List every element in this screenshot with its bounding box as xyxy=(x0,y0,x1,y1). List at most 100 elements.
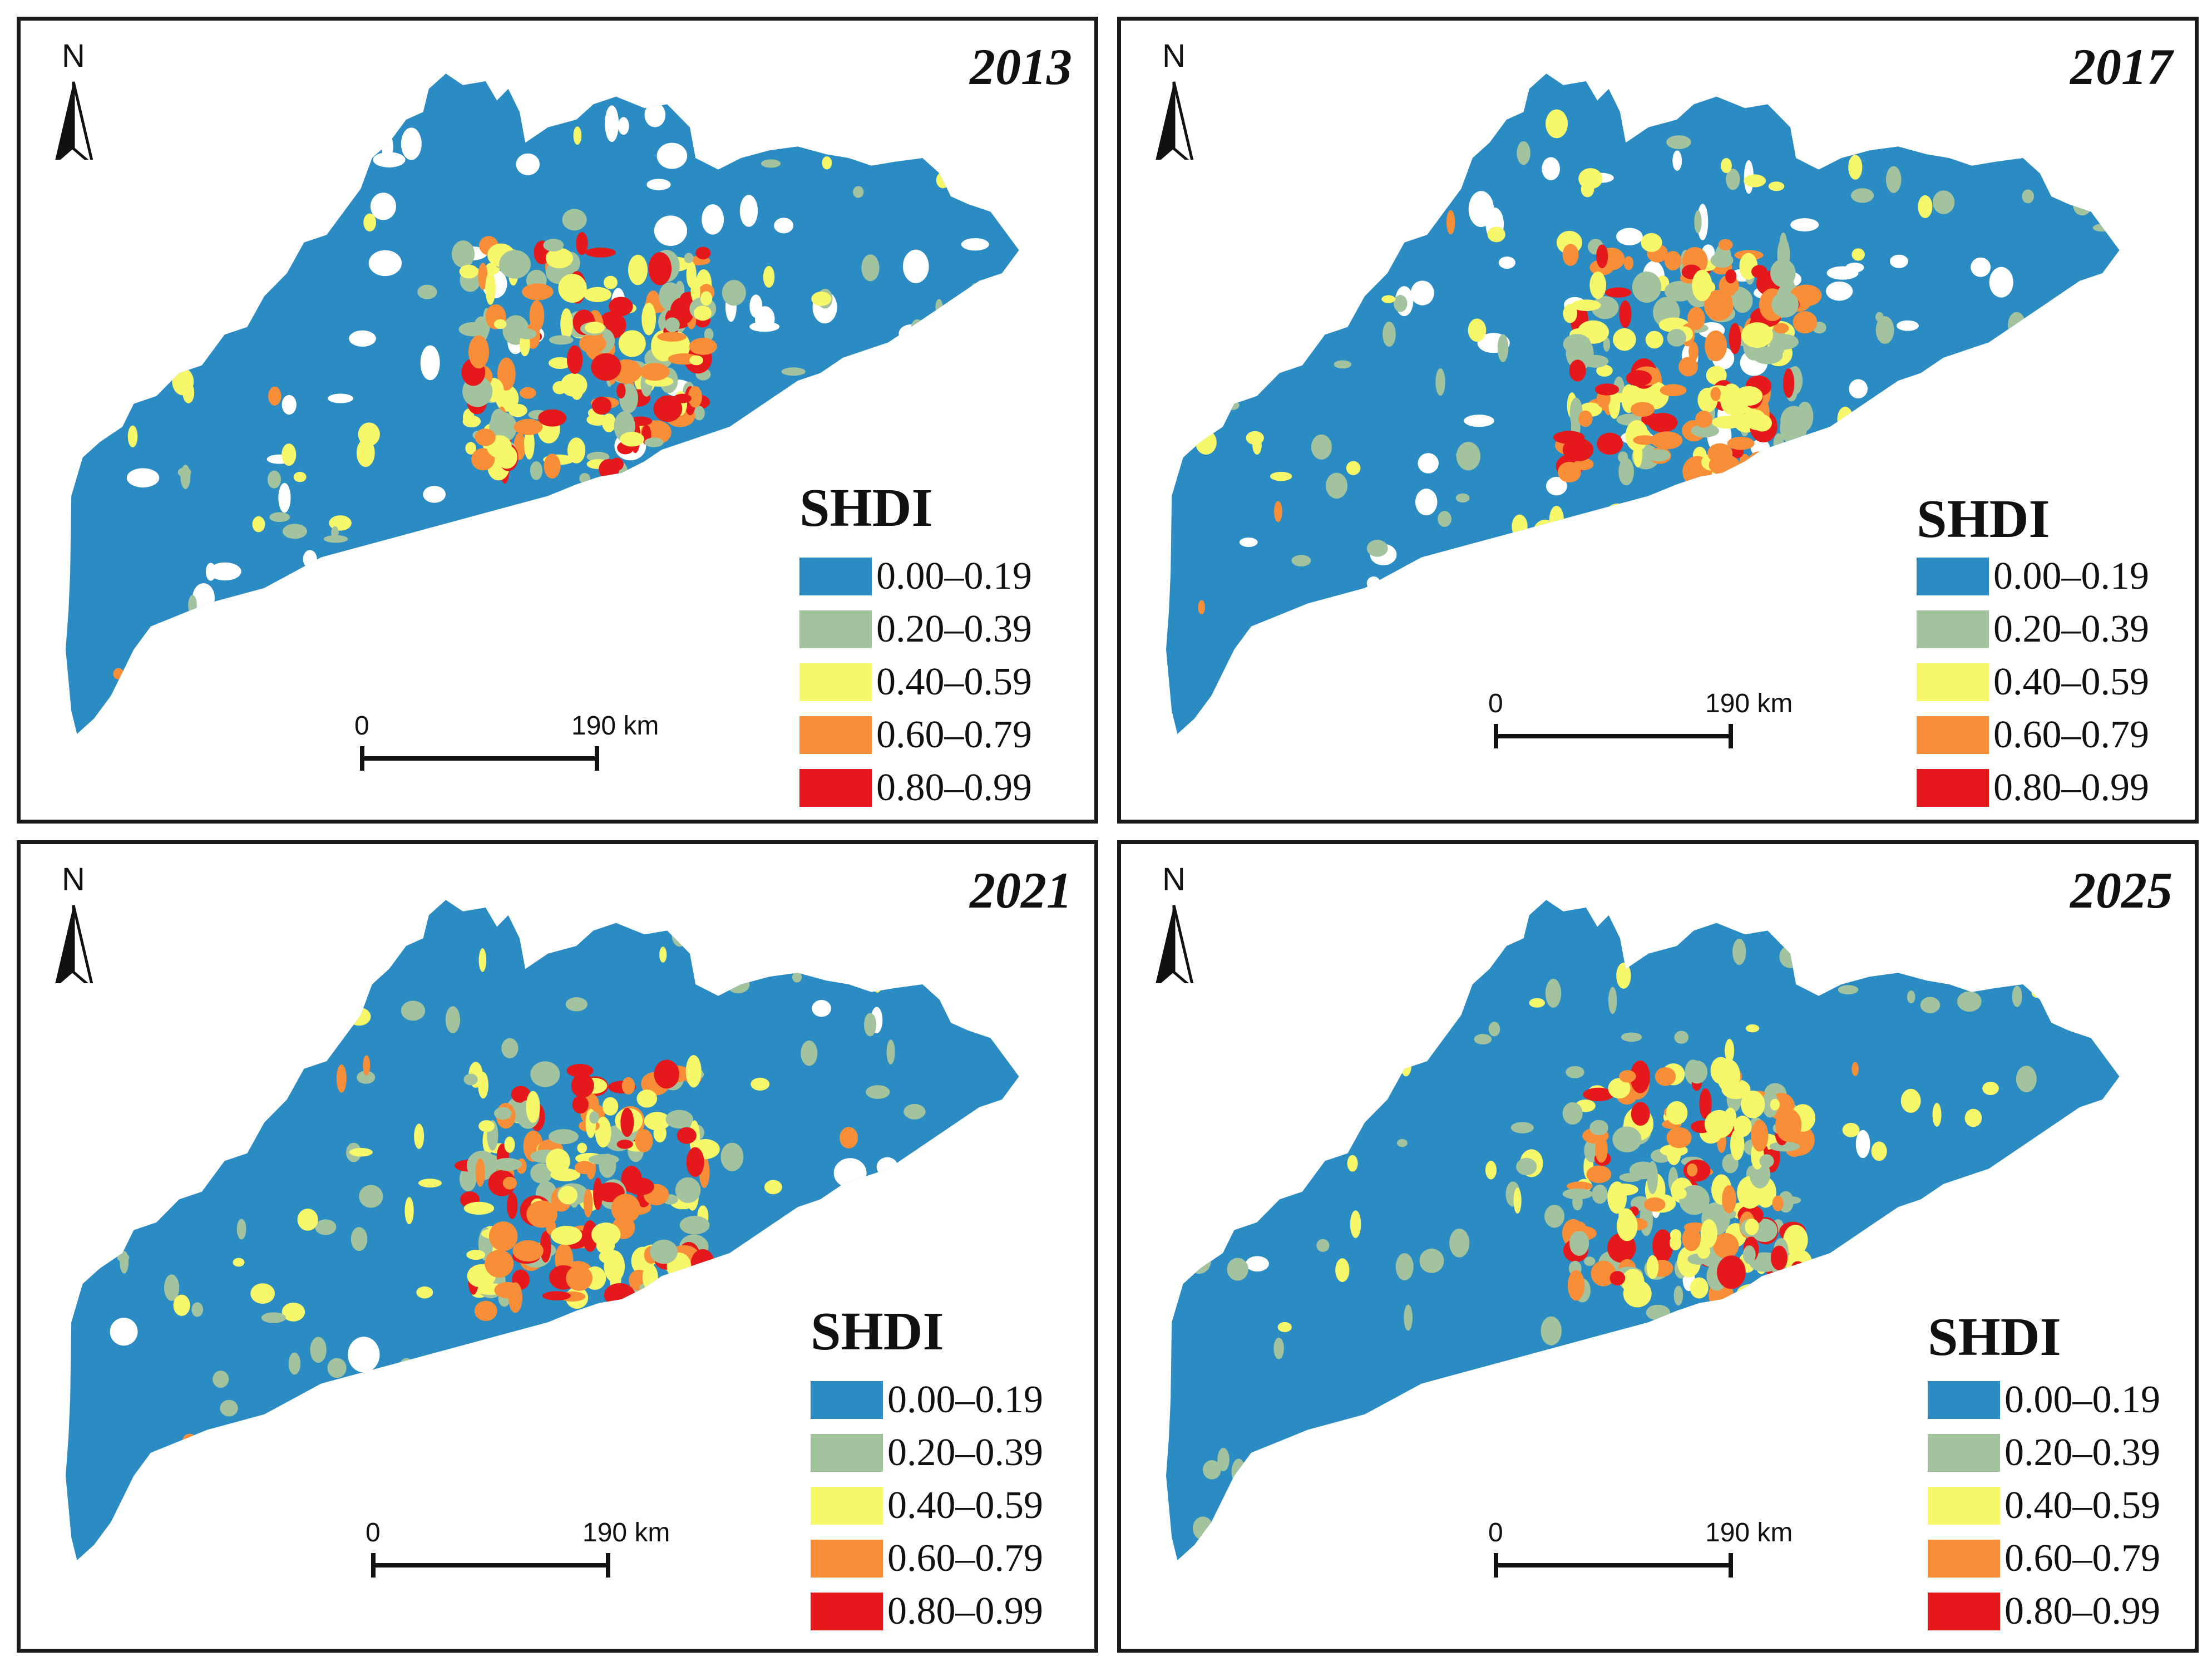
region-patch xyxy=(357,1071,376,1084)
no-data-area xyxy=(1554,597,1576,608)
region-patch xyxy=(243,647,259,662)
region-patch xyxy=(1769,573,1786,589)
region-patch xyxy=(1224,1053,1245,1070)
no-data-area xyxy=(2008,98,2037,119)
region-patch xyxy=(562,583,572,595)
region-patch xyxy=(1562,244,1579,266)
region-patch xyxy=(783,1530,794,1546)
region-patch xyxy=(565,997,587,1012)
region-patch xyxy=(552,624,570,638)
region-patch xyxy=(256,921,266,942)
region-patch xyxy=(1497,334,1509,362)
region-patch xyxy=(784,1418,794,1435)
region-patch xyxy=(1778,1281,1806,1301)
region-patch xyxy=(2025,1182,2036,1205)
region-patch xyxy=(665,537,688,563)
region-patch xyxy=(371,550,389,579)
no-data-area xyxy=(876,1157,898,1177)
region-patch xyxy=(1291,555,1311,566)
region-patch xyxy=(1594,1419,1609,1427)
region-patch xyxy=(1776,462,1805,481)
region-patch xyxy=(1630,1060,1650,1093)
region-patch xyxy=(1669,1235,1682,1250)
region-patch xyxy=(1982,1081,1999,1096)
region-patch xyxy=(324,1411,339,1438)
region-patch xyxy=(310,1337,327,1363)
no-data-area xyxy=(1246,1256,1269,1272)
region-patch xyxy=(679,1215,710,1235)
region-patch xyxy=(785,1347,801,1363)
region-patch xyxy=(1370,102,1391,125)
no-data-area xyxy=(788,93,798,125)
region-patch xyxy=(282,443,297,466)
north-arrow: N xyxy=(43,861,104,983)
region-patch xyxy=(589,1111,599,1124)
legend-item: 0.60–0.79 xyxy=(799,713,1032,757)
region-patch xyxy=(720,1142,744,1171)
region-patch xyxy=(602,1097,619,1116)
region-patch xyxy=(1871,1141,1887,1161)
no-data-area xyxy=(1616,228,1643,245)
region-patch xyxy=(1779,945,1801,968)
region-patch xyxy=(770,480,781,497)
no-data-area xyxy=(550,626,570,641)
region-patch xyxy=(1838,451,1850,472)
region-patch xyxy=(164,1274,180,1301)
no-data-area xyxy=(702,204,724,235)
region-patch xyxy=(499,250,531,279)
region-patch xyxy=(1187,1248,1211,1274)
region-patch xyxy=(269,512,290,523)
legend-label: 0.40–0.59 xyxy=(887,1484,1043,1527)
region-patch xyxy=(1591,1260,1616,1286)
north-letter: N xyxy=(62,38,85,74)
region-patch xyxy=(583,1189,593,1217)
region-patch xyxy=(1745,1218,1759,1235)
region-patch xyxy=(1646,449,1671,462)
region-patch xyxy=(1597,432,1623,455)
region-patch xyxy=(1788,1494,1809,1518)
region-patch xyxy=(2008,312,2026,338)
region-patch xyxy=(1691,424,1719,438)
region-patch xyxy=(781,592,793,618)
no-data-area xyxy=(701,529,734,540)
region-patch xyxy=(1623,256,1634,270)
region-patch xyxy=(653,1123,666,1143)
region-patch xyxy=(1395,1253,1414,1280)
region-patch xyxy=(1451,633,1467,649)
region-patch xyxy=(488,1221,518,1251)
region-patch xyxy=(1700,1219,1717,1248)
region-patch xyxy=(1840,422,1849,440)
no-data-area xyxy=(1971,257,1991,277)
region-patch xyxy=(1569,1230,1589,1256)
region-patch xyxy=(1198,1194,1206,1217)
region-patch xyxy=(236,1219,246,1240)
region-patch xyxy=(808,392,827,413)
region-patch xyxy=(2042,1244,2062,1256)
region-patch xyxy=(1381,295,1396,303)
no-data-area xyxy=(401,127,422,160)
region-patch xyxy=(458,322,488,337)
region-patch xyxy=(538,409,567,427)
region-patch xyxy=(900,341,920,364)
region-patch xyxy=(1532,519,1557,548)
no-data-area xyxy=(1468,191,1494,228)
region-patch xyxy=(2022,189,2034,204)
region-patch xyxy=(1438,511,1451,527)
region-patch xyxy=(620,431,644,447)
region-patch xyxy=(240,983,261,999)
region-patch xyxy=(1770,1245,1788,1270)
region-patch xyxy=(1851,188,1874,203)
no-data-area xyxy=(303,550,317,569)
legend-item: 0.80–0.99 xyxy=(811,1590,1043,1633)
no-data-area xyxy=(1239,537,1258,548)
region-patch xyxy=(1192,1516,1213,1540)
region-patch xyxy=(127,425,138,448)
region-patch xyxy=(1608,987,1617,1014)
region-patch xyxy=(174,200,193,209)
region-patch xyxy=(180,354,191,363)
province-outline xyxy=(66,73,1019,735)
region-patch xyxy=(1875,316,1894,344)
region-patch xyxy=(1660,1477,1676,1493)
region-patch xyxy=(100,1039,116,1059)
region-patch xyxy=(1727,436,1755,450)
